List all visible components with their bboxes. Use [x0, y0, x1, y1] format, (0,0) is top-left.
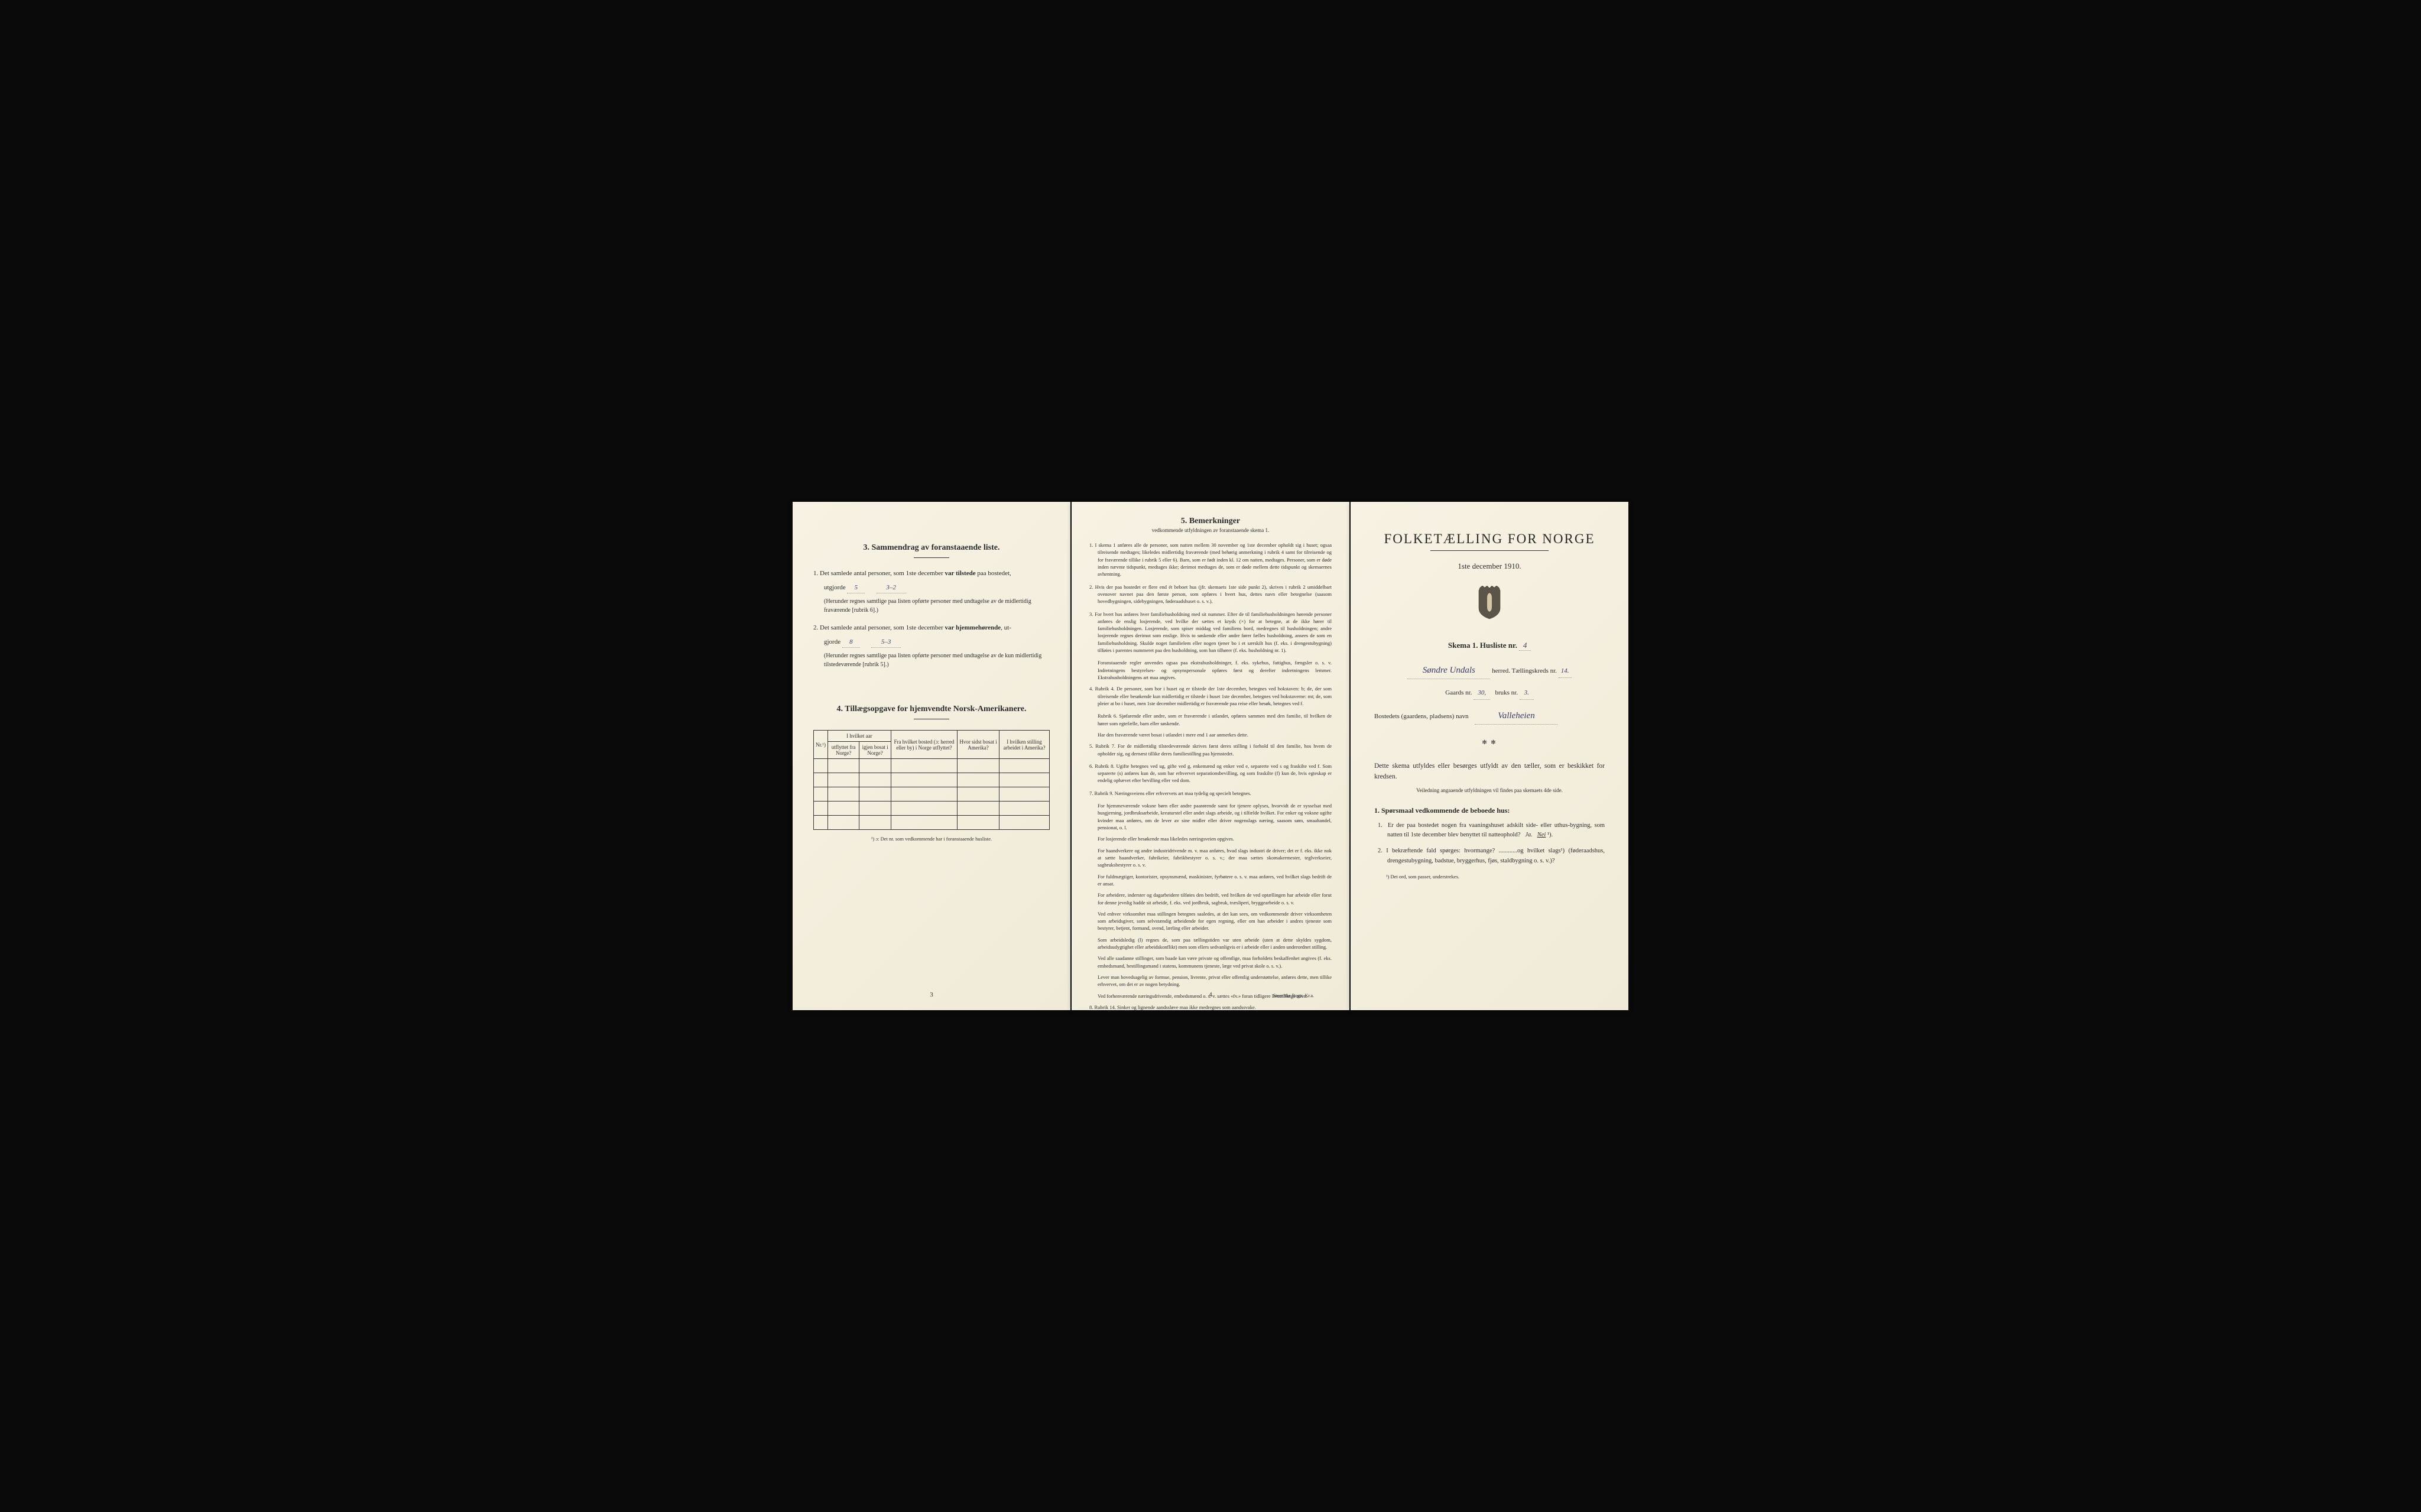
table-footnote: ¹) ɔ: Det nr. som vedkommende har i fora…: [813, 836, 1050, 842]
bemerk-4-r6: Rubrik 6. Sjøfarende eller andre, som er…: [1089, 712, 1332, 727]
item-2: 2. Det samlede antal personer, som 1ste …: [813, 623, 1050, 634]
bemerk-7-p3: For fuldmægtiger, kontorister, opsynsmæn…: [1089, 873, 1332, 888]
ornament: ✻ ✻: [1374, 739, 1605, 746]
page-number-center: 4: [1209, 991, 1212, 998]
th-aar: I hvilket aar: [827, 731, 891, 742]
item-2-paren: (Herunder regnes samtlige paa listen opf…: [813, 651, 1050, 669]
item-2-suffix: , ut-: [1001, 624, 1011, 631]
bruks-label: bruks nr.: [1495, 689, 1518, 696]
page-right: FOLKETÆLLING FOR NORGE 1ste december 191…: [1351, 502, 1628, 1010]
item-1-bold: var tilstede: [945, 570, 976, 577]
page-number-left: 3: [930, 991, 933, 998]
section-4-title: 4. Tillægsopgave for hjemvendte Norsk-Am…: [813, 705, 1050, 714]
th-sidst: Hvor sidst bosat i Amerika?: [958, 731, 999, 759]
bemerk-7-p8: Lever man hovedsagelig av formue, pensio…: [1089, 974, 1332, 988]
bemerk-6: 6. Rubrik 8. Ugifte betegnes ved ug, gif…: [1089, 763, 1332, 784]
table-row: [814, 773, 1050, 787]
printer-note: Steen'ske Bogtr. Kr.a.: [1273, 993, 1314, 998]
table-row: [814, 787, 1050, 802]
gaards-label: Gaards nr.: [1445, 689, 1472, 696]
table-row: [814, 759, 1050, 773]
bemerk-title: 5. Bemerkninger: [1089, 517, 1332, 526]
herred-line: Søndre Undals herred. Tællingskreds nr. …: [1374, 663, 1605, 679]
th-igjen: igjen bosat i Norge?: [859, 742, 891, 759]
bemerk-3-extra: Foranstaaende regler anvendes ogsaa paa …: [1089, 659, 1332, 681]
title-rule: [914, 557, 949, 558]
item-2-utgjorde: gjorde: [824, 638, 840, 645]
main-subtitle: 1ste december 1910.: [1374, 562, 1605, 571]
q1-text: 1. Er der paa bostedet nogen fra vaaning…: [1378, 822, 1605, 839]
bemerk-7-p2: For haandverkere og andre industridriven…: [1089, 847, 1332, 869]
bemerk-7-p6: Som arbeidsledig (l) regnes de, som paa …: [1089, 936, 1332, 951]
gaards-nr: 30,: [1474, 687, 1490, 700]
instruction-1: Dette skema utfyldes eller besørges utfy…: [1374, 761, 1605, 783]
bemerk-7: 7. Rubrik 9. Næringsveiens eller erhverv…: [1089, 790, 1332, 797]
bemerk-7-p7: Ved alle saadanne stillinger, som baade …: [1089, 955, 1332, 969]
item-2-val1: 8: [842, 637, 860, 648]
main-title: FOLKETÆLLING FOR NORGE: [1374, 531, 1605, 547]
item-2-bold: var hjemmehørende: [945, 624, 1001, 631]
emigrant-table: Nr.¹) I hvilket aar Fra hvilket bosted (…: [813, 730, 1050, 830]
herred-hand: Søndre Undals: [1407, 663, 1490, 679]
th-bosted: Fra hvilket bosted (ɔ: herred eller by) …: [891, 731, 957, 759]
question-1: 1. Er der paa bostedet nogen fra vaaning…: [1374, 821, 1605, 841]
bemerk-4: 4. Rubrik 4. De personer, som bor i huse…: [1089, 685, 1332, 707]
bemerk-subtitle: vedkommende utfyldningen av foranstaaend…: [1089, 527, 1332, 533]
bemerk-2: 2. Hvis der paa bostedet er flere end ét…: [1089, 583, 1332, 605]
item-1-paren: (Herunder regnes samtlige paa listen opf…: [813, 597, 1050, 615]
bemerk-4-r6b: Har den fraværende været bosat i utlande…: [1089, 731, 1332, 738]
item-2-val2: 5–3: [871, 637, 901, 648]
bemerk-3: 3. For hvert hus anføres hver familiehus…: [1089, 611, 1332, 654]
bosted-label: Bostedets (gaardens, pladsens) navn: [1374, 713, 1468, 720]
page-center: 5. Bemerkninger vedkommende utfyldningen…: [1072, 502, 1349, 1010]
herred-label: herred. Tællingskreds nr.: [1492, 667, 1557, 674]
bemerk-7-p1: For losjerende eller besøkende maa likel…: [1089, 835, 1332, 842]
item-1-prefix: 1. Det samlede antal personer, som 1ste …: [813, 570, 945, 577]
table-row: [814, 802, 1050, 816]
th-stilling: I hvilken stilling arbeidet i Amerika?: [999, 731, 1049, 759]
question-2: 2. I bekræftende fald spørges: hvormange…: [1374, 846, 1605, 867]
instruction-2: Veiledning angaaende utfyldningen vil fi…: [1374, 787, 1605, 793]
item-1-line2: utgjorde 5 3–2: [813, 583, 1050, 594]
bemerk-7-p0: For hjemmeværende voksne børn eller andr…: [1089, 802, 1332, 831]
bemerk-8: 8. Rubrik 14. Sinker og lignende aandssl…: [1089, 1004, 1332, 1010]
gaards-line: Gaards nr. 30, bruks nr. 3.: [1374, 687, 1605, 700]
item-1-val1: 5: [847, 583, 865, 594]
item-1-suffix: paa bostedet,: [976, 570, 1011, 577]
th-utflyttet: utflyttet fra Norge?: [827, 742, 859, 759]
coat-of-arms: [1374, 586, 1605, 623]
crest-icon: [1475, 586, 1504, 620]
skema-line: Skema 1. Husliste nr. 4: [1374, 641, 1605, 651]
census-document: 3. Sammendrag av foranstaaende liste. 1.…: [793, 502, 1628, 1010]
question-head: 1. Spørsmaal vedkommende de beboede hus:: [1374, 806, 1605, 815]
item-1-utgjorde: utgjorde: [824, 584, 846, 591]
skema-label: Skema 1. Husliste nr.: [1448, 641, 1517, 650]
bemerk-1: 1. I skema 1 anføres alle de personer, s…: [1089, 541, 1332, 578]
table-row: [814, 816, 1050, 830]
kreds-nr: 14.: [1559, 666, 1572, 678]
bemerk-7-p4: For arbeidere, inderster og dagarbeidere…: [1089, 891, 1332, 906]
item-2-line2: gjorde 8 5–3: [813, 637, 1050, 648]
bosted-hand: Valleheien: [1475, 708, 1557, 725]
bruks-nr: 3.: [1520, 687, 1534, 700]
page-left: 3. Sammendrag av foranstaaende liste. 1.…: [793, 502, 1070, 1010]
section-3-title: 3. Sammendrag av foranstaaende liste.: [813, 543, 1050, 553]
bemerk-7-p5: Ved enhver virksomhet maa stillingen bet…: [1089, 910, 1332, 932]
bosted-line: Bostedets (gaardens, pladsens) navn Vall…: [1374, 708, 1605, 725]
right-footnote: ¹) Det ord, som passer, understrekes.: [1374, 874, 1605, 880]
husliste-nr: 4: [1519, 641, 1531, 651]
table-header-row: Nr.¹) I hvilket aar Fra hvilket bosted (…: [814, 731, 1050, 742]
bemerk-5: 5. Rubrik 7. For de midlertidig tilstede…: [1089, 742, 1332, 757]
item-1: 1. Det samlede antal personer, som 1ste …: [813, 569, 1050, 579]
main-rule: [1430, 550, 1549, 551]
th-nr: Nr.¹): [814, 731, 828, 759]
item-2-prefix: 2. Det samlede antal personer, som 1ste …: [813, 624, 945, 631]
item-1-val2: 3–2: [877, 583, 906, 594]
